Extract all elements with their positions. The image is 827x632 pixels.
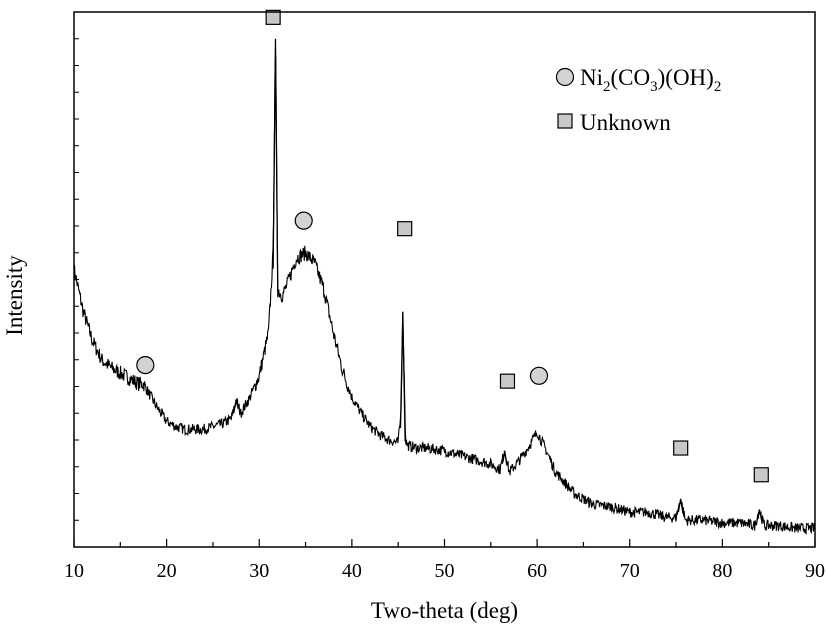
legend-label-ni-carbonate: Ni2(CO3)(OH)2	[580, 65, 721, 95]
peak-marker-square-3	[397, 221, 413, 237]
x-tick-label-50: 50	[435, 560, 455, 582]
peak-marker-circle-2	[294, 211, 313, 230]
plot-frame	[73, 11, 816, 548]
y-ticks	[74, 38, 79, 521]
sharp-peak-2	[501, 450, 508, 466]
x-ticks: 10 20 30 40 50 60 70 80 90	[64, 539, 825, 582]
legend: Ni2(CO3)(OH)2 Unknown	[555, 65, 721, 135]
peak-marker-square-6	[673, 440, 689, 456]
x-tick-label-30: 30	[249, 560, 269, 582]
x-tick-label-80: 80	[712, 560, 732, 582]
x-tick-label-20: 20	[157, 560, 177, 582]
peak-marker-circle-5	[529, 366, 549, 385]
xrd-pattern-line	[73, 54, 816, 536]
legend-square-marker	[557, 113, 573, 129]
peak-marker-circle-0	[136, 356, 155, 375]
series-layer	[73, 38, 816, 536]
legend-label-unknown: Unknown	[580, 110, 671, 135]
x-tick-label-10: 10	[64, 560, 84, 582]
peak-markers	[136, 9, 769, 483]
y-axis-title: Intensity	[2, 255, 27, 336]
sharp-peak-3	[677, 498, 684, 514]
sharp-peak-5	[233, 399, 240, 414]
sharp-peak-1	[399, 311, 406, 442]
legend-circle-marker	[555, 67, 575, 87]
x-tick-label-40: 40	[342, 560, 362, 582]
peak-marker-square-7	[753, 467, 769, 483]
sharp-peak-0	[272, 38, 279, 292]
sharp-peak-4	[756, 509, 763, 521]
peak-marker-square-4	[499, 373, 516, 389]
x-tick-label-70: 70	[620, 560, 640, 582]
x-tick-label-60: 60	[527, 560, 547, 582]
x-tick-label-90: 90	[805, 560, 825, 582]
x-axis-title: Two-theta (deg)	[371, 598, 518, 623]
peak-marker-square-1	[265, 9, 281, 25]
